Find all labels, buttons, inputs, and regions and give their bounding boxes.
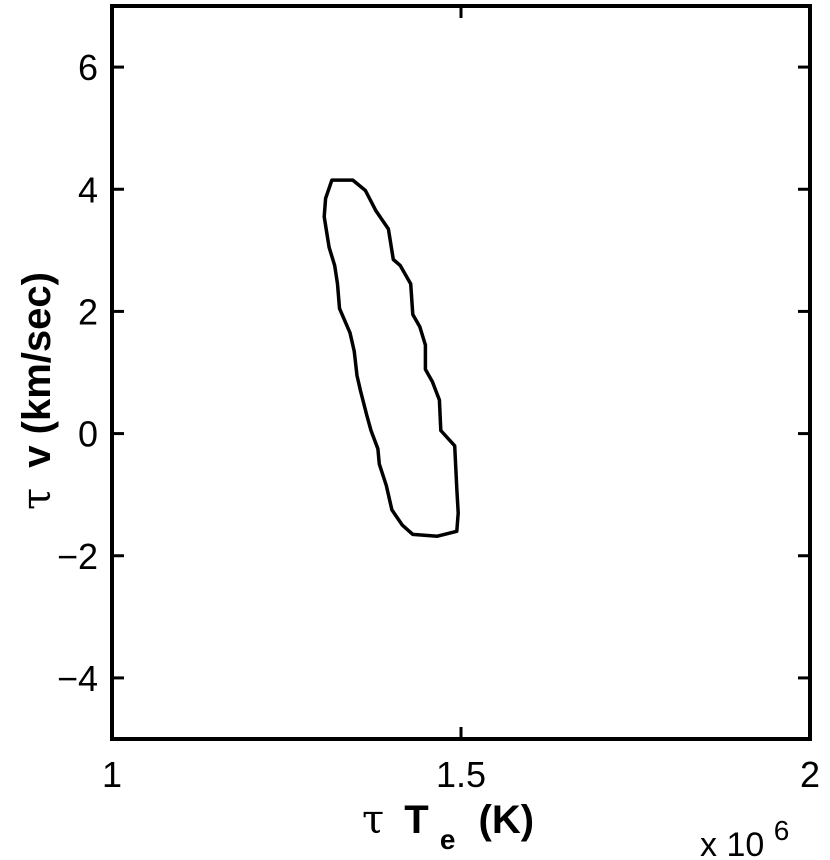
x-tick-label: 1.5 [436, 754, 486, 795]
x-tick-label: 1 [102, 754, 122, 795]
y-axis-label-tau: τ [14, 488, 60, 510]
x-axis-label-sub: e [440, 824, 456, 855]
y-tick-label: 2 [78, 291, 98, 332]
x-tick-label: 2 [800, 754, 820, 795]
axis-tick-labels: −4 −2 0 2 4 6 1 1.5 2 [57, 47, 820, 795]
y-tick-label: 6 [78, 47, 98, 88]
y-tick-label: −2 [57, 536, 98, 577]
x-axis-label-tau: τ [362, 797, 384, 843]
x-multiplier-base: x 10 [700, 826, 764, 860]
axis-ticks [110, 6, 812, 739]
x-axis-label-unit: (K) [479, 798, 535, 842]
y-tick-label: 0 [78, 414, 98, 455]
x-axis-label-main: T [404, 798, 428, 842]
y-axis-label: τ v (km/sec) [14, 272, 60, 510]
y-axis-label-main: v (km/sec) [15, 272, 59, 468]
plot-area [110, 4, 812, 741]
y-tick-label: 4 [78, 169, 98, 210]
x-multiplier: x 10 6 [700, 815, 789, 860]
x-multiplier-exponent: 6 [774, 815, 790, 846]
y-tick-label: −4 [57, 658, 98, 699]
contour-line [322, 178, 460, 538]
x-axis-label: τ T e (K) [362, 797, 534, 858]
